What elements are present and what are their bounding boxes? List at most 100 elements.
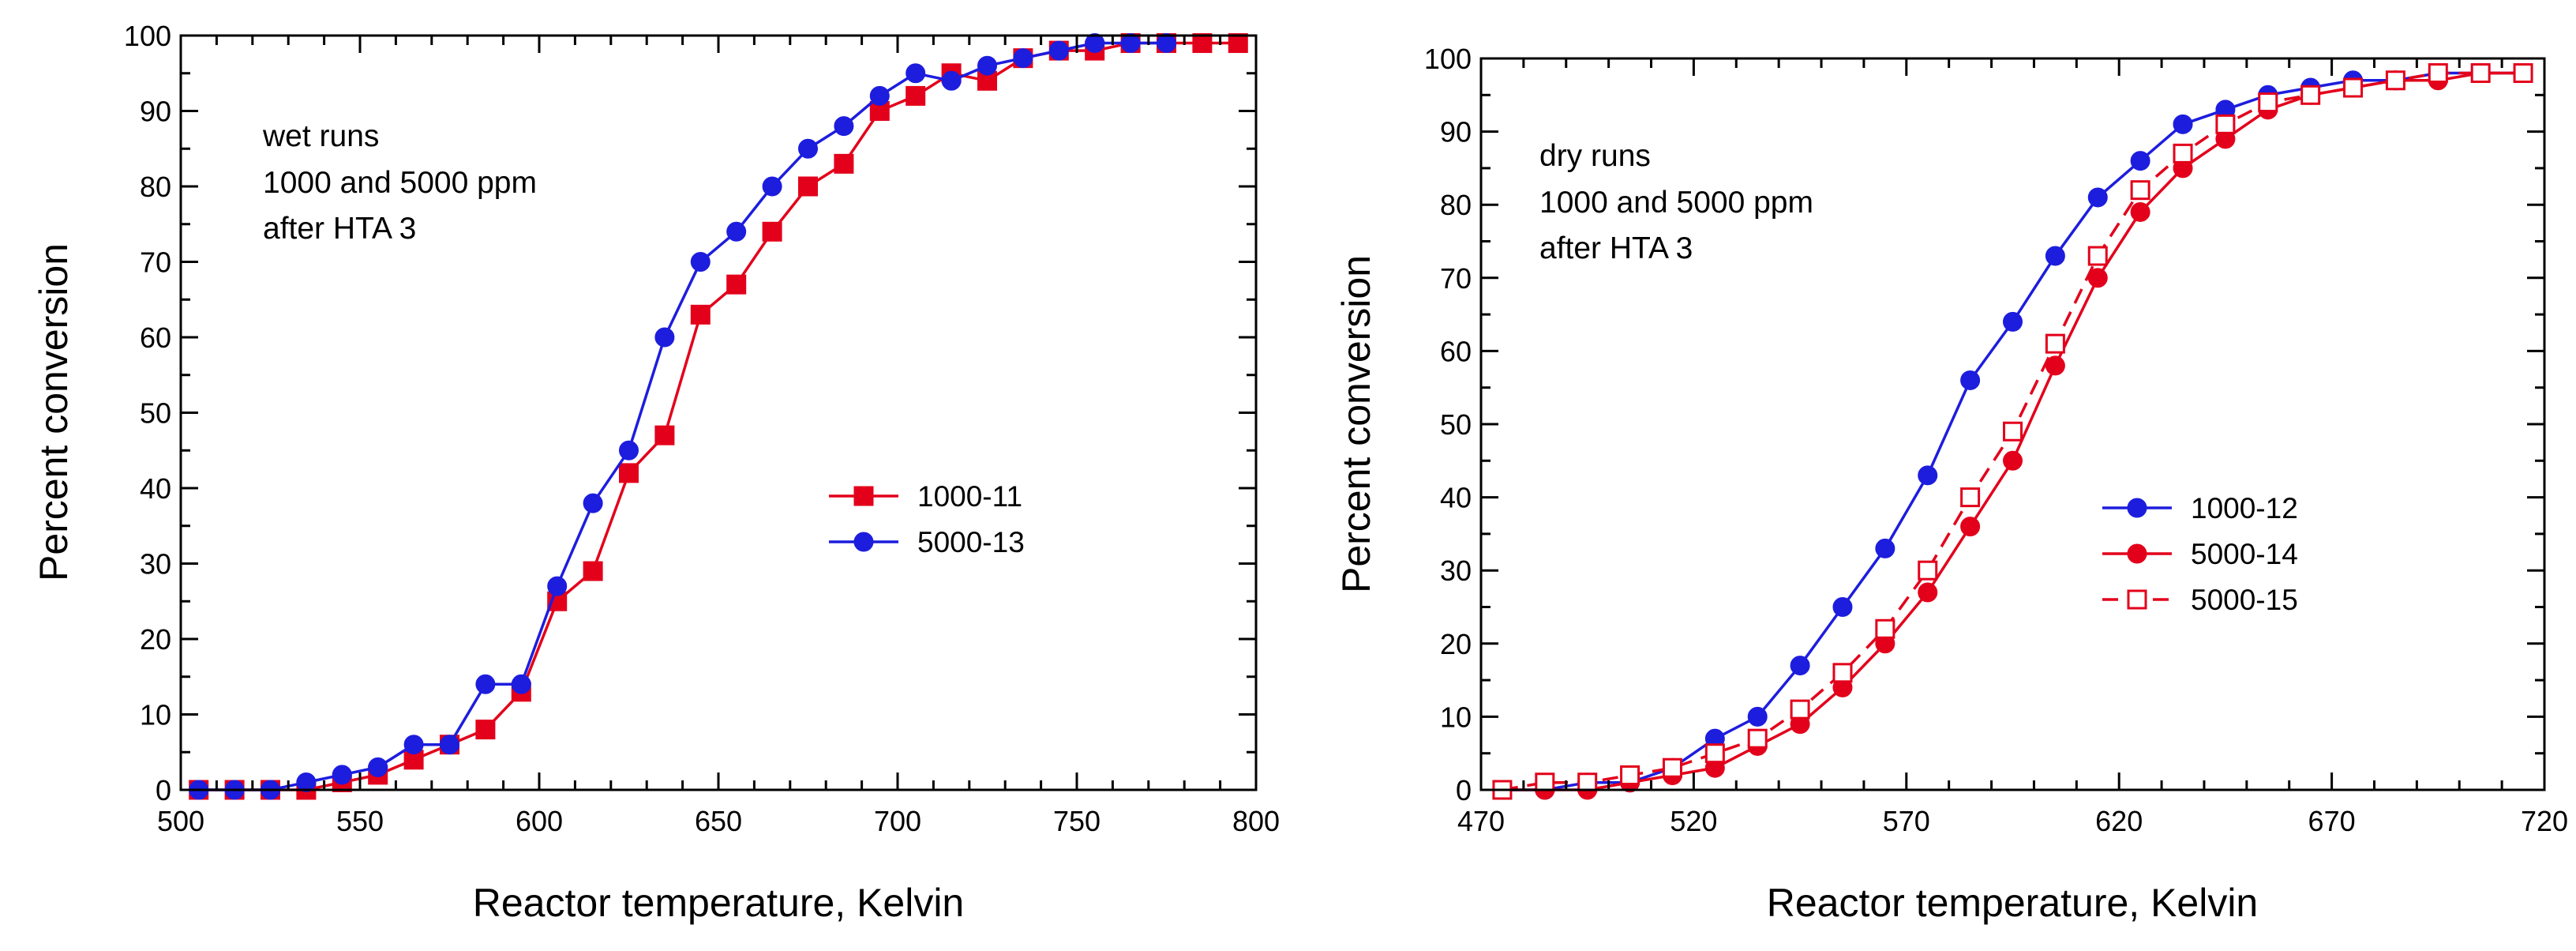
- left-point-1000-11: [654, 425, 675, 445]
- right-x-tick-label: 470: [1457, 805, 1505, 837]
- right-point-5000-14: [1960, 517, 1981, 537]
- left-point-5000-13: [941, 70, 962, 91]
- left-point-1000-11: [1228, 33, 1248, 54]
- left-point-1000-11: [834, 153, 854, 174]
- left-y-tick-label: 70: [140, 246, 171, 279]
- right-point-5000-15: [2300, 85, 2321, 105]
- left-point-5000-13: [296, 772, 317, 792]
- left-point-5000-13: [726, 221, 747, 242]
- left-point-5000-13: [619, 440, 639, 460]
- left-legend: 1000-11 5000-13: [829, 480, 1025, 558]
- right-point-5000-14: [2003, 450, 2023, 471]
- right-point-5000-15: [2258, 92, 2278, 113]
- left-x-tick-label: 750: [1053, 805, 1101, 837]
- right-legend-label: 5000-15: [2191, 584, 2298, 616]
- right-x-axis-label: Reactor temperature, Kelvin: [1767, 881, 2259, 925]
- right-x-tick-label: 520: [1670, 805, 1717, 837]
- right-point-1000-12: [1918, 465, 1938, 486]
- left-y-tick-label: 10: [140, 699, 171, 731]
- left-point-5000-13: [368, 757, 388, 777]
- right-x-tick-label: 670: [2308, 805, 2356, 837]
- left-annotation-line-2: 1000 and 5000 ppm: [263, 166, 537, 200]
- right-point-5000-15: [2215, 114, 2236, 134]
- right-point-5000-15: [2513, 63, 2533, 84]
- left-series-layer: [189, 33, 1248, 800]
- left-point-5000-13: [1120, 33, 1141, 54]
- left-y-tick-label: 50: [140, 397, 171, 430]
- right-point-5000-14: [1918, 582, 1938, 603]
- left-x-axis-label: Reactor temperature, Kelvin: [473, 881, 965, 925]
- right-point-5000-15: [2470, 63, 2491, 84]
- right-y-tick-label: 70: [1440, 262, 1472, 295]
- left-point-5000-13: [1085, 33, 1105, 54]
- right-legend-marker-5000-15: [2127, 589, 2147, 610]
- left-point-1000-11: [798, 176, 818, 197]
- left-series-line-5000-13: [198, 41, 1167, 791]
- left-point-1000-11: [475, 720, 496, 740]
- left-point-5000-13: [690, 252, 711, 272]
- right-point-5000-15: [1747, 728, 1768, 749]
- right-ticks-layer: 470 520 570 620 670 720 0 10 20 30 40 50 60 70 80 90 100: [1424, 43, 2568, 837]
- right-point-5000-15: [2003, 421, 2023, 442]
- left-legend-label: 1000-11: [917, 480, 1022, 513]
- right-point-1000-12: [2173, 114, 2193, 134]
- right-point-5000-15: [1790, 699, 1810, 720]
- right-point-5000-14: [2087, 268, 2108, 288]
- right-point-5000-15: [2087, 246, 2108, 266]
- left-y-tick-label: 100: [124, 20, 171, 52]
- right-point-5000-15: [2045, 333, 2065, 354]
- right-y-tick-label: 40: [1440, 482, 1472, 514]
- right-annotation-line-1: dry runs: [1539, 139, 1651, 173]
- left-y-tick-label: 20: [140, 623, 171, 656]
- left-point-5000-13: [403, 735, 424, 755]
- right-y-tick-label: 30: [1440, 554, 1472, 587]
- right-point-5000-15: [1535, 772, 1555, 793]
- right-point-1000-12: [1875, 538, 1895, 558]
- right-series-layer: [1492, 63, 2533, 800]
- left-y-tick-label: 0: [156, 774, 171, 806]
- left-point-1000-11: [726, 274, 747, 295]
- left-point-5000-13: [977, 55, 997, 76]
- left-chart-panel: 500 550 600 650 700 750 800 0 10 20 30 40 50 60 70 80 90…: [32, 20, 1280, 925]
- left-annotation-line-1: wet runs: [262, 119, 379, 153]
- right-chart-panel: 470 520 570 620 670 720 0 10 20 30 40 50 60 70 80 90 100…: [1334, 43, 2568, 925]
- left-x-tick-label: 700: [874, 805, 921, 837]
- right-y-axis-label: Percent conversion: [1334, 255, 1378, 593]
- left-point-5000-13: [906, 63, 926, 84]
- left-point-5000-13: [332, 765, 352, 785]
- left-point-5000-13: [654, 327, 675, 348]
- right-legend-label: 1000-12: [2191, 492, 2298, 524]
- right-point-1000-12: [2003, 311, 2023, 332]
- right-point-5000-15: [1960, 487, 1981, 508]
- left-point-5000-13: [475, 674, 496, 694]
- right-y-tick-label: 50: [1440, 408, 1472, 441]
- right-y-tick-label: 100: [1424, 43, 1472, 75]
- right-x-tick-label: 620: [2095, 805, 2143, 837]
- right-x-tick-label: 720: [2521, 805, 2568, 837]
- right-annotation-line-2: 1000 and 5000 ppm: [1539, 186, 1813, 220]
- right-y-tick-label: 80: [1440, 189, 1472, 221]
- left-point-5000-13: [547, 576, 568, 596]
- right-point-1000-12: [2087, 187, 2108, 208]
- right-point-5000-15: [1918, 560, 1938, 581]
- left-point-5000-13: [834, 116, 854, 137]
- left-point-1000-11: [583, 561, 603, 581]
- left-point-1000-11: [619, 463, 639, 483]
- left-point-5000-13: [1157, 33, 1176, 54]
- right-point-5000-14: [2045, 355, 2065, 376]
- right-point-1000-12: [1960, 370, 1981, 390]
- left-y-tick-label: 30: [140, 548, 171, 581]
- left-y-tick-label: 40: [140, 472, 171, 505]
- left-ticks-layer: 500 550 600 650 700 750 800 0 10 20 30 40 50 60 70 80 90…: [124, 20, 1280, 837]
- left-point-5000-13: [511, 674, 531, 694]
- right-legend-label: 5000-14: [2191, 538, 2298, 570]
- right-annotation-line-3: after HTA 3: [1539, 231, 1693, 265]
- right-point-5000-15: [2173, 143, 2193, 164]
- left-point-5000-13: [869, 85, 890, 106]
- right-point-5000-15: [1662, 757, 1682, 778]
- left-x-tick-label: 800: [1232, 805, 1280, 837]
- right-legend: 1000-12 5000-14 5000-15: [2102, 492, 2298, 616]
- right-point-5000-15: [2428, 63, 2448, 84]
- left-x-tick-label: 650: [695, 805, 742, 837]
- left-point-5000-13: [440, 735, 459, 755]
